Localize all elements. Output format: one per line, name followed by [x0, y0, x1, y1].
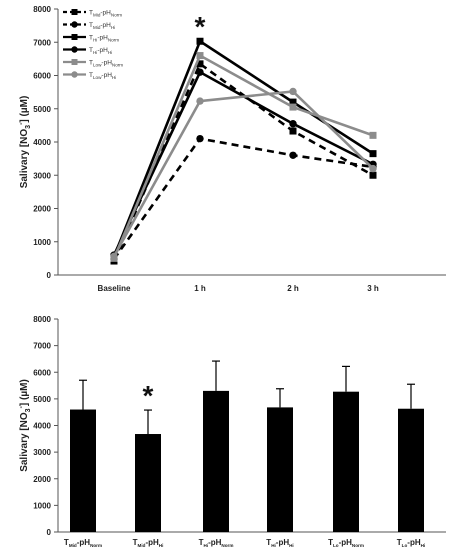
- legend-marker: [71, 59, 78, 65]
- y-tick-label: 8000: [33, 5, 51, 14]
- bar: [203, 390, 229, 532]
- y-tick-label: 2000: [33, 475, 51, 484]
- y-tick-label: 7000: [33, 342, 51, 351]
- x-tick-label: 2 h: [287, 284, 299, 293]
- data-point: [196, 134, 204, 143]
- legend-label: THi-pHHi: [89, 47, 112, 55]
- x-tick-label: 1 h: [194, 284, 206, 293]
- y-tick-label: 5000: [33, 395, 51, 404]
- significance-marker: *: [195, 11, 206, 42]
- legend-marker: [71, 9, 78, 15]
- data-point: [369, 171, 377, 179]
- legend-item: TMid-pHNorm: [63, 9, 122, 18]
- data-point: [110, 252, 118, 261]
- series-line: [112, 137, 374, 260]
- legend-marker: [71, 71, 78, 78]
- data-point: [196, 52, 204, 60]
- bar-group: [70, 379, 96, 532]
- series-line: [112, 53, 374, 259]
- y-tick-label: 2000: [33, 205, 51, 214]
- data-point: [289, 98, 297, 106]
- y-tick-label: 1000: [33, 501, 51, 510]
- legend-label: THi-pHNorm: [89, 35, 119, 43]
- legend-label: TLow-pHNorm: [89, 60, 123, 68]
- legend-marker: [71, 46, 78, 53]
- legend-item: THi-pHNorm: [63, 34, 119, 43]
- x-tick-label: 3 h: [367, 284, 379, 293]
- x-tick-label: Baseline: [98, 284, 131, 293]
- x-tick-label: TMid-pHNorm: [64, 538, 102, 548]
- bar-group: [267, 388, 293, 532]
- y-tick-label: 3000: [33, 448, 51, 457]
- legend-item: TLow-pHNorm: [63, 59, 123, 68]
- y-tick-label: 4000: [33, 138, 51, 147]
- legend-label: TMid-pHNorm: [89, 10, 122, 18]
- bar: [333, 391, 359, 532]
- data-point: [196, 37, 204, 45]
- bar: [70, 409, 96, 532]
- bar-group: [333, 365, 359, 532]
- bar: [398, 408, 424, 532]
- bar: [267, 407, 293, 532]
- data-point: [289, 120, 297, 128]
- series-line: [112, 70, 374, 256]
- y-tick-label: 4000: [33, 422, 51, 431]
- legend-item: TMid-pHHi: [63, 21, 115, 30]
- y-tick-label: 8000: [33, 315, 51, 324]
- x-tick-label: THi-pHNorm: [199, 538, 234, 548]
- data-point: [196, 68, 204, 76]
- x-tick-label: TMid-pHHi: [133, 538, 164, 548]
- bar: [135, 434, 161, 532]
- legend-label: TMid-pHHi: [89, 22, 115, 30]
- y-axis-label: Salivary [NO3-] (µM): [18, 96, 32, 189]
- line-chart: 0 1000 2000 3000 4000 5000 6000 7000 8000 Baselin…: [18, 5, 446, 293]
- series: [110, 87, 377, 261]
- data-point: [289, 87, 297, 96]
- data-point: [196, 60, 204, 68]
- x-tick-label: THi-pHHi: [266, 538, 293, 548]
- data-point: [289, 127, 297, 135]
- data-point: [289, 103, 297, 111]
- series-line: [112, 39, 374, 258]
- data-point: [369, 131, 377, 139]
- legend-marker: [71, 34, 78, 40]
- bar-group: [203, 360, 229, 532]
- data-point: [289, 151, 297, 159]
- x-tick-label: TLo-pHHi: [397, 538, 425, 548]
- series: [110, 37, 377, 261]
- legend-marker: [71, 21, 78, 28]
- data-point: [196, 97, 204, 105]
- y-tick-label: 5000: [33, 105, 51, 114]
- y-tick-label: 0: [47, 271, 52, 280]
- y-tick-label: 0: [47, 528, 52, 537]
- legend-label: TLow-pHHi: [89, 72, 116, 80]
- series: [110, 52, 377, 262]
- y-tick-label: 6000: [33, 72, 51, 81]
- data-point: [369, 150, 377, 158]
- bar-group: [398, 383, 424, 532]
- x-tick-label: TLo-pHNorm: [328, 538, 364, 548]
- series-line: [112, 90, 374, 258]
- legend-item: THi-pHHi: [63, 46, 112, 55]
- y-tick-label: 7000: [33, 38, 51, 47]
- y-axis-label: Salivary [NO3-] (µM): [18, 379, 32, 472]
- legend: TMid-pHNorm TMid-pHHi THi-pHNorm THi-pHHi TL…: [63, 9, 123, 80]
- y-tick-label: 3000: [33, 171, 51, 180]
- legend-item: TLow-pHHi: [63, 71, 116, 80]
- significance-marker: *: [143, 380, 154, 411]
- data-point: [369, 164, 377, 173]
- bar-group: [135, 409, 161, 532]
- series-line: [112, 61, 374, 262]
- y-tick-label: 1000: [33, 238, 51, 247]
- series: [110, 134, 377, 263]
- bar-chart: 0 1000 2000 3000 4000 5000 6000 7000 8000 Salivar…: [18, 315, 446, 548]
- y-tick-label: 6000: [33, 368, 51, 377]
